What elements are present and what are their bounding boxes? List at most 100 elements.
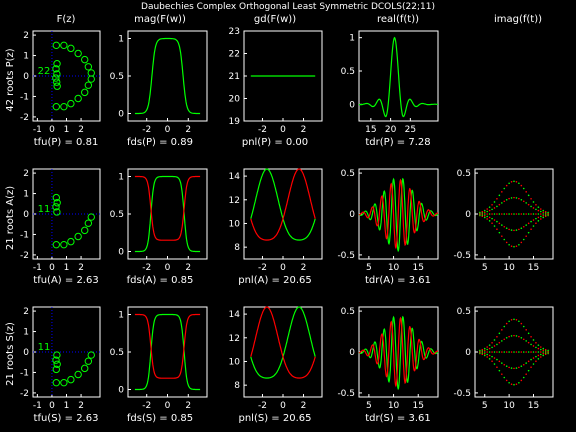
zero-marker <box>87 69 95 77</box>
sample-dot <box>513 383 515 386</box>
sample-dot <box>481 350 484 352</box>
sample-dot <box>508 228 510 231</box>
xtick-label: 1 <box>64 263 70 273</box>
xtick-label: 0 <box>49 263 55 273</box>
sample-dot <box>527 332 530 335</box>
sample-dot <box>527 351 530 353</box>
ytick-label: 8 <box>234 381 240 391</box>
sample-dot <box>527 203 530 206</box>
sample-dot <box>505 336 508 339</box>
sample-dot <box>537 209 540 212</box>
xtick-label: 0 <box>165 401 171 411</box>
sample-dot <box>486 210 488 213</box>
sample-dot <box>537 358 540 360</box>
sample-dot <box>488 358 491 360</box>
ytick-label: 0.5 <box>341 67 355 77</box>
series-line-mag-highpass <box>134 313 201 379</box>
sample-dot <box>540 213 542 215</box>
series-line-gd-highpass <box>250 168 316 241</box>
sample-dot <box>493 207 496 209</box>
xtick-label: 5 <box>366 401 372 411</box>
sample-dot <box>508 243 510 246</box>
xtick-label: 10 <box>388 401 400 411</box>
sample-dot <box>488 344 491 346</box>
sample-dot <box>488 220 491 222</box>
sample-dot <box>522 200 525 203</box>
sample-dot <box>488 354 491 357</box>
sample-dot <box>530 366 532 369</box>
xtick-label: 0 <box>165 125 171 135</box>
sample-dot <box>513 367 515 370</box>
sample-dot <box>530 213 532 215</box>
sample-dot <box>503 200 506 203</box>
sample-dot <box>544 212 547 214</box>
sample-dot <box>508 197 510 200</box>
sample-dot <box>527 222 530 225</box>
sample-dot <box>481 210 484 213</box>
sample-dot <box>513 245 515 248</box>
caption-tfu-a: tfu(A) = 2.63 <box>33 275 98 286</box>
ytick-label: 1 <box>118 173 124 183</box>
sample-dot <box>498 203 501 206</box>
sample-dot <box>493 357 496 359</box>
ytick-label: -2 <box>20 251 29 261</box>
sample-dot <box>535 360 537 363</box>
ytick-label: -0.5 <box>337 389 355 399</box>
sample-dot <box>505 379 508 382</box>
sample-dot <box>501 329 503 331</box>
sample-dot <box>498 341 501 344</box>
xtick-label: 20 <box>385 125 397 135</box>
sample-dot <box>540 353 542 356</box>
sample-dot <box>537 216 540 219</box>
xtick-label: 5 <box>482 401 488 411</box>
sample-dot <box>537 351 540 353</box>
sample-dot <box>522 363 525 366</box>
sample-dot <box>537 220 540 222</box>
sample-dot <box>498 194 501 197</box>
sample-dot <box>515 213 518 215</box>
sample-dot <box>530 220 532 223</box>
xtick-label: 0 <box>280 263 286 273</box>
sample-dot <box>537 344 540 346</box>
sample-dot <box>527 213 530 215</box>
sample-dot <box>515 335 518 337</box>
sample-dot <box>544 350 547 352</box>
sample-dot <box>498 332 501 335</box>
xtick-label: -2 <box>258 125 267 135</box>
ytick-label: 12 <box>229 334 240 344</box>
sample-dot <box>505 351 508 353</box>
ytick-label: 1 <box>23 190 29 200</box>
ytick-label: -0.5 <box>453 389 471 399</box>
sample-dot <box>491 217 493 220</box>
sample-dot <box>522 238 525 241</box>
sample-dot <box>496 220 498 223</box>
sample-dot <box>520 184 523 187</box>
zero-marker <box>74 232 82 241</box>
sample-dot <box>525 224 527 226</box>
sample-dot <box>532 225 535 227</box>
ytick-label: 0 <box>465 210 471 220</box>
xtick-label: 2 <box>78 263 84 273</box>
sample-dot <box>515 383 518 386</box>
xtick-label: 0 <box>165 263 171 273</box>
ytick-label: 0.5 <box>457 169 471 179</box>
sample-dot <box>491 355 493 358</box>
zero-marker <box>53 82 61 90</box>
sample-dot <box>530 351 532 353</box>
xtick-label: -2 <box>258 401 267 411</box>
sample-dot <box>532 345 535 347</box>
sample-dot <box>488 216 491 219</box>
sample-dot <box>510 383 513 386</box>
sample-dot <box>540 351 542 353</box>
sample-dot <box>544 348 547 351</box>
panel-gd-P: -2 0 2 19 20 21 22 23 <box>229 27 323 135</box>
xtick-label: 2 <box>185 125 191 135</box>
zero-marker <box>53 351 61 359</box>
sample-dot <box>488 347 491 350</box>
sample-dot <box>513 334 515 337</box>
sample-dot <box>493 213 496 215</box>
xtick-label: -1 <box>33 125 42 135</box>
ytick-label: 0.5 <box>110 348 124 358</box>
sample-dot <box>535 213 537 215</box>
